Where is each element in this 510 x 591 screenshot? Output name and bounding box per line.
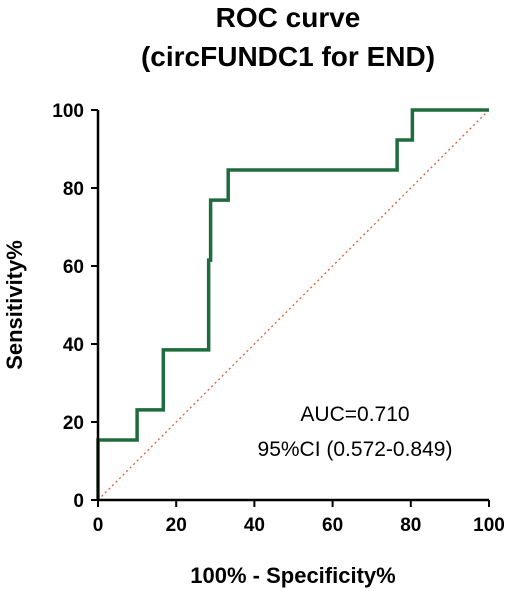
- y-tick-label: 60: [63, 257, 84, 278]
- ci-annotation: 95%CI (0.572-0.849): [258, 438, 453, 461]
- reference-diagonal-line: [97, 109, 490, 501]
- chart-title-line1: ROC curve: [216, 2, 361, 33]
- y-tick-label: 20: [63, 413, 84, 434]
- x-tick-label: 80: [400, 515, 421, 536]
- auc-annotation: AUC=0.710: [300, 403, 409, 426]
- x-axis-label: 100% - Specificity%: [190, 563, 395, 588]
- y-tick-label: 100: [52, 101, 84, 122]
- x-axis-ticks: 0 20 40 60 80 100: [93, 500, 505, 536]
- plot-area: [96, 108, 490, 501]
- x-tick-label: 20: [166, 515, 187, 536]
- roc-curve-line: [96, 108, 489, 500]
- y-tick-label: 0: [73, 491, 84, 512]
- x-tick-label: 60: [322, 515, 343, 536]
- chart-title-line2: (circFUNDC1 for END): [141, 41, 435, 72]
- y-axis-ticks: 0 20 40 60 80 100: [52, 101, 98, 512]
- y-axis-label: Sensitivity%: [2, 240, 27, 370]
- y-tick-label: 80: [63, 179, 84, 200]
- y-tick-label: 40: [63, 335, 84, 356]
- x-tick-label: 0: [93, 515, 104, 536]
- x-tick-label: 40: [244, 515, 265, 536]
- x-tick-label: 100: [473, 515, 505, 536]
